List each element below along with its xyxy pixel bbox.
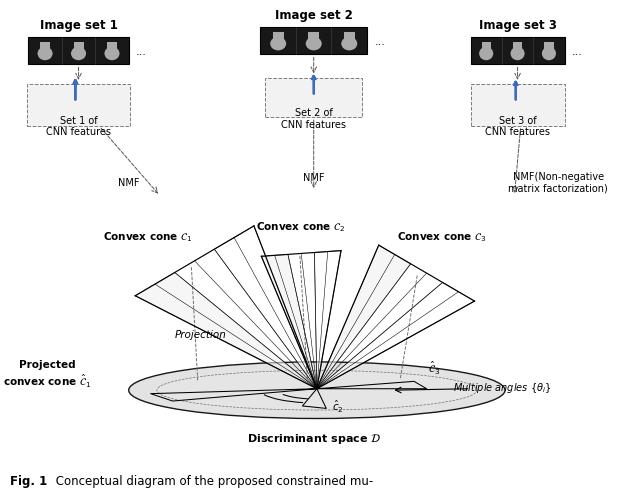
Ellipse shape bbox=[157, 371, 477, 410]
Text: ...: ... bbox=[374, 37, 385, 47]
Ellipse shape bbox=[104, 48, 120, 61]
Ellipse shape bbox=[511, 48, 525, 61]
Text: ...: ... bbox=[572, 47, 583, 57]
Bar bbox=[260, 29, 367, 55]
Bar bbox=[481, 43, 491, 50]
Ellipse shape bbox=[542, 48, 556, 61]
Text: Set 1 of
CNN features: Set 1 of CNN features bbox=[46, 115, 111, 137]
Bar bbox=[470, 38, 564, 65]
Text: Fig. 1: Fig. 1 bbox=[10, 474, 47, 487]
Polygon shape bbox=[214, 226, 317, 389]
Ellipse shape bbox=[38, 48, 52, 61]
FancyBboxPatch shape bbox=[27, 85, 131, 127]
Text: ...: ... bbox=[136, 47, 147, 57]
Bar bbox=[40, 43, 50, 50]
Polygon shape bbox=[135, 273, 317, 389]
Text: Convex cone $\mathcal{C}_2$: Convex cone $\mathcal{C}_2$ bbox=[257, 220, 346, 234]
Text: Projected
convex cone $\hat{\mathcal{C}}_1$: Projected convex cone $\hat{\mathcal{C}}… bbox=[3, 359, 92, 389]
Ellipse shape bbox=[306, 38, 322, 51]
Text: $\hat{c}_2$: $\hat{c}_2$ bbox=[332, 398, 344, 414]
Text: Projection: Projection bbox=[175, 329, 227, 339]
Text: Image set 2: Image set 2 bbox=[275, 10, 353, 23]
Text: Convex cone $\mathcal{C}_3$: Convex cone $\mathcal{C}_3$ bbox=[397, 230, 487, 243]
Text: Image set 3: Image set 3 bbox=[479, 19, 557, 32]
Bar bbox=[308, 33, 319, 41]
Bar bbox=[513, 43, 522, 50]
Text: Discriminant space $\mathcal{D}$: Discriminant space $\mathcal{D}$ bbox=[246, 431, 381, 445]
Text: NMF: NMF bbox=[118, 178, 140, 188]
FancyBboxPatch shape bbox=[470, 85, 564, 127]
Text: $\hat{\mathcal{C}}_3$: $\hat{\mathcal{C}}_3$ bbox=[428, 359, 440, 376]
Bar bbox=[273, 33, 284, 41]
Text: Set 3 of
CNN features: Set 3 of CNN features bbox=[485, 115, 550, 137]
Bar bbox=[344, 33, 355, 41]
Polygon shape bbox=[314, 251, 341, 389]
Bar bbox=[28, 38, 129, 65]
Text: Set 2 of
CNN features: Set 2 of CNN features bbox=[281, 108, 346, 130]
Ellipse shape bbox=[270, 38, 286, 51]
Text: Conceptual diagram of the proposed constrained mu-: Conceptual diagram of the proposed const… bbox=[52, 474, 373, 487]
Ellipse shape bbox=[71, 48, 86, 61]
Ellipse shape bbox=[341, 38, 357, 51]
Ellipse shape bbox=[479, 48, 493, 61]
FancyBboxPatch shape bbox=[265, 79, 362, 118]
Bar bbox=[74, 43, 84, 50]
Bar bbox=[107, 43, 117, 50]
Bar bbox=[544, 43, 554, 50]
Text: Multiple angles $\{\theta_i\}$: Multiple angles $\{\theta_i\}$ bbox=[452, 380, 551, 394]
Polygon shape bbox=[317, 245, 411, 389]
Text: Image set 1: Image set 1 bbox=[40, 19, 118, 32]
Text: NMF: NMF bbox=[303, 173, 324, 183]
Ellipse shape bbox=[129, 362, 505, 419]
Text: NMF(Non-negative
matrix factorization): NMF(Non-negative matrix factorization) bbox=[508, 172, 608, 193]
Polygon shape bbox=[317, 283, 474, 389]
Text: Convex cone $\mathcal{C}_1$: Convex cone $\mathcal{C}_1$ bbox=[103, 230, 192, 243]
Polygon shape bbox=[261, 255, 317, 389]
